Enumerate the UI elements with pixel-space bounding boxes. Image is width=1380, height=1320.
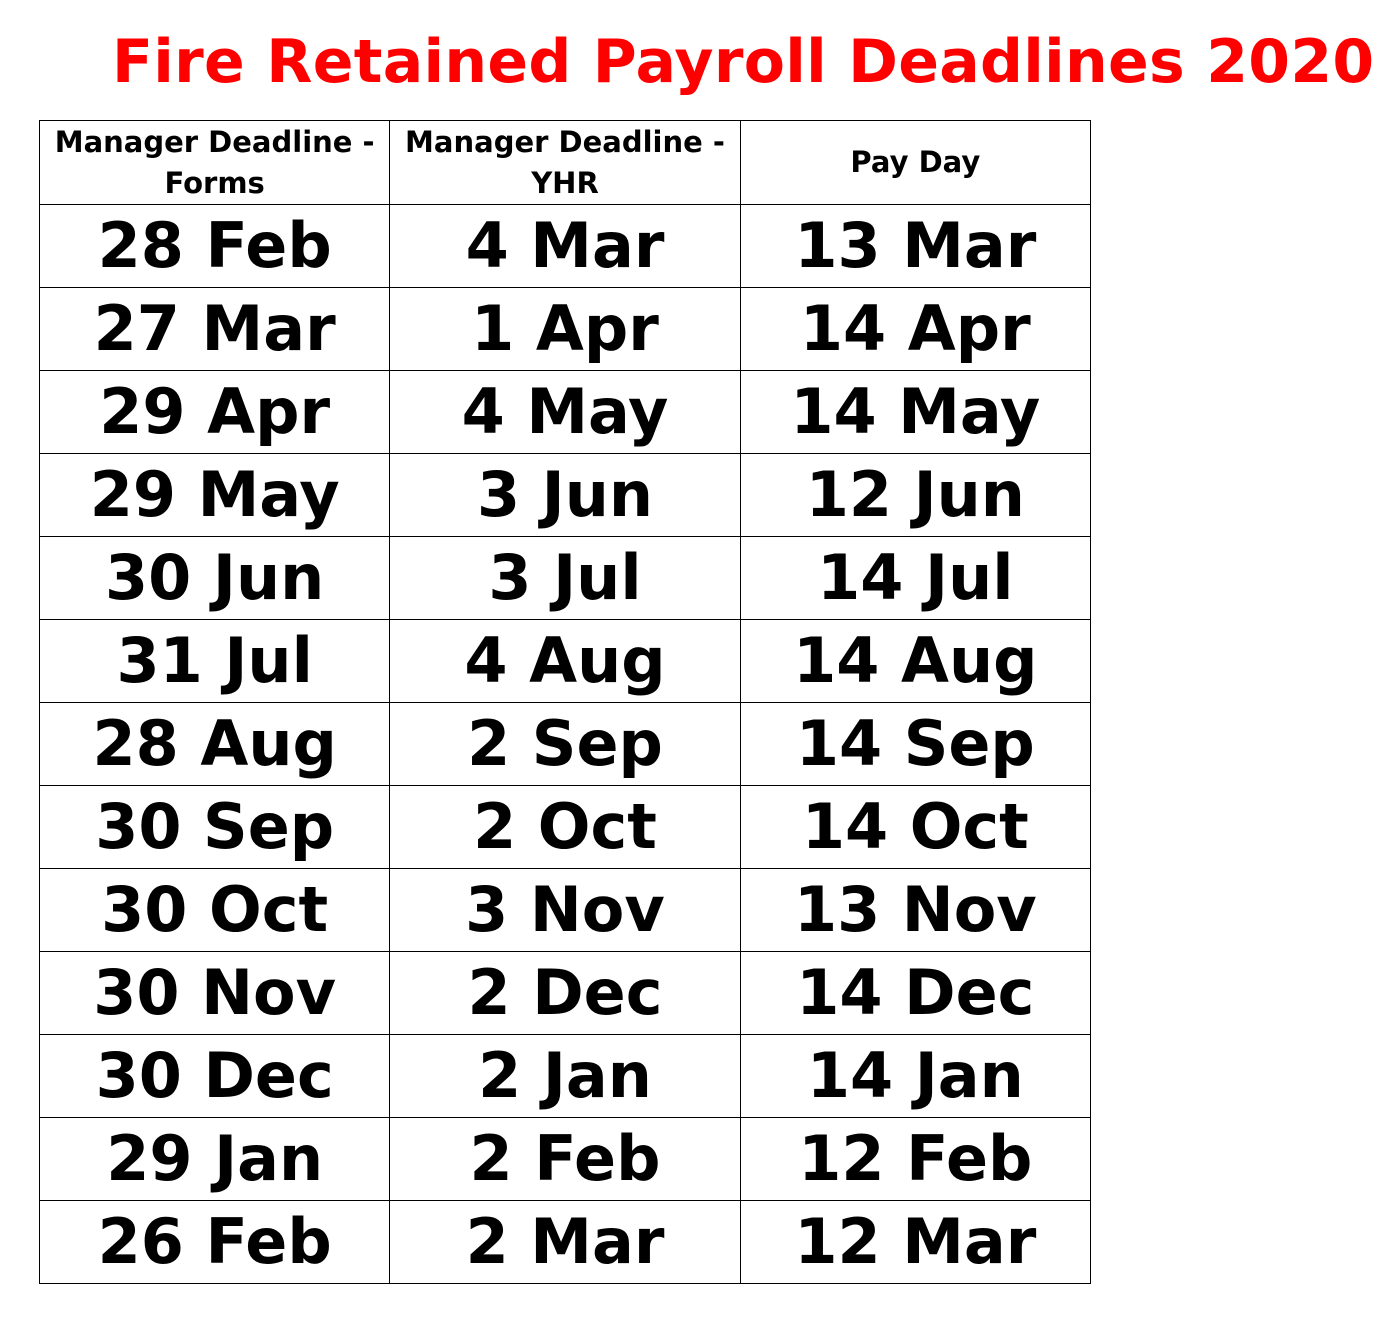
cell-manager-deadline-yhr: 3 Nov xyxy=(389,868,741,952)
cell-manager-deadline-yhr: 2 Dec xyxy=(389,951,741,1035)
cell-pay-day: 13 Nov xyxy=(739,868,1092,952)
table-row: 31 Jul 4 Aug 14 Aug xyxy=(38,619,1092,703)
cell-manager-deadline-yhr: 2 Sep xyxy=(389,702,741,786)
table-row: 29 Apr 4 May 14 May xyxy=(38,370,1092,454)
deadlines-table: Manager Deadline - Forms Manager Deadlin… xyxy=(38,120,1092,1284)
cell-manager-deadline-forms: 26 Feb xyxy=(38,1200,391,1284)
cell-manager-deadline-forms: 28 Aug xyxy=(38,702,391,786)
page-title: Fire Retained Payroll Deadlines 2020 xyxy=(112,27,1375,97)
cell-manager-deadline-forms: 29 Apr xyxy=(38,370,391,454)
cell-pay-day: 14 Oct xyxy=(739,785,1092,869)
cell-manager-deadline-forms: 28 Feb xyxy=(38,204,391,288)
cell-pay-day: 12 Mar xyxy=(739,1200,1092,1284)
cell-manager-deadline-yhr: 4 Mar xyxy=(389,204,741,288)
cell-manager-deadline-yhr: 2 Mar xyxy=(389,1200,741,1284)
cell-manager-deadline-yhr: 2 Jan xyxy=(389,1034,741,1118)
cell-pay-day: 14 Apr xyxy=(739,287,1092,371)
column-header-manager-deadline-forms: Manager Deadline - Forms xyxy=(38,120,391,205)
cell-pay-day: 14 Dec xyxy=(739,951,1092,1035)
cell-manager-deadline-yhr: 1 Apr xyxy=(389,287,741,371)
cell-manager-deadline-yhr: 3 Jun xyxy=(389,453,741,537)
cell-manager-deadline-yhr: 2 Oct xyxy=(389,785,741,869)
table-row: 28 Feb 4 Mar 13 Mar xyxy=(38,204,1092,288)
cell-manager-deadline-forms: 30 Oct xyxy=(38,868,391,952)
cell-pay-day: 12 Feb xyxy=(739,1117,1092,1201)
table-header-row: Manager Deadline - Forms Manager Deadlin… xyxy=(38,120,1092,205)
table-row: 29 Jan 2 Feb 12 Feb xyxy=(38,1117,1092,1201)
column-header-pay-day: Pay Day xyxy=(739,120,1092,205)
cell-manager-deadline-forms: 30 Dec xyxy=(38,1034,391,1118)
table-body: 28 Feb 4 Mar 13 Mar 27 Mar 1 Apr 14 Apr 29 Apr… xyxy=(38,204,1092,1284)
cell-manager-deadline-forms: 30 Jun xyxy=(38,536,391,620)
cell-pay-day: 12 Jun xyxy=(739,453,1092,537)
cell-pay-day: 14 Aug xyxy=(739,619,1092,703)
cell-pay-day: 14 May xyxy=(739,370,1092,454)
cell-manager-deadline-forms: 29 Jan xyxy=(38,1117,391,1201)
cell-pay-day: 14 Sep xyxy=(739,702,1092,786)
cell-manager-deadline-forms: 27 Mar xyxy=(38,287,391,371)
table-row: 30 Sep 2 Oct 14 Oct xyxy=(38,785,1092,869)
cell-manager-deadline-yhr: 4 Aug xyxy=(389,619,741,703)
table-row: 26 Feb 2 Mar 12 Mar xyxy=(38,1200,1092,1284)
cell-manager-deadline-forms: 31 Jul xyxy=(38,619,391,703)
column-header-manager-deadline-yhr: Manager Deadline - YHR xyxy=(389,120,741,205)
cell-manager-deadline-forms: 29 May xyxy=(38,453,391,537)
table-row: 30 Dec 2 Jan 14 Jan xyxy=(38,1034,1092,1118)
cell-pay-day: 14 Jul xyxy=(739,536,1092,620)
table-row: 28 Aug 2 Sep 14 Sep xyxy=(38,702,1092,786)
cell-manager-deadline-forms: 30 Sep xyxy=(38,785,391,869)
table-row: 27 Mar 1 Apr 14 Apr xyxy=(38,287,1092,371)
cell-pay-day: 14 Jan xyxy=(739,1034,1092,1118)
table-row: 30 Oct 3 Nov 13 Nov xyxy=(38,868,1092,952)
table-row: 30 Jun 3 Jul 14 Jul xyxy=(38,536,1092,620)
table-row: 30 Nov 2 Dec 14 Dec xyxy=(38,951,1092,1035)
cell-manager-deadline-forms: 30 Nov xyxy=(38,951,391,1035)
cell-manager-deadline-yhr: 3 Jul xyxy=(389,536,741,620)
cell-manager-deadline-yhr: 2 Feb xyxy=(389,1117,741,1201)
cell-manager-deadline-yhr: 4 May xyxy=(389,370,741,454)
table-row: 29 May 3 Jun 12 Jun xyxy=(38,453,1092,537)
cell-pay-day: 13 Mar xyxy=(739,204,1092,288)
